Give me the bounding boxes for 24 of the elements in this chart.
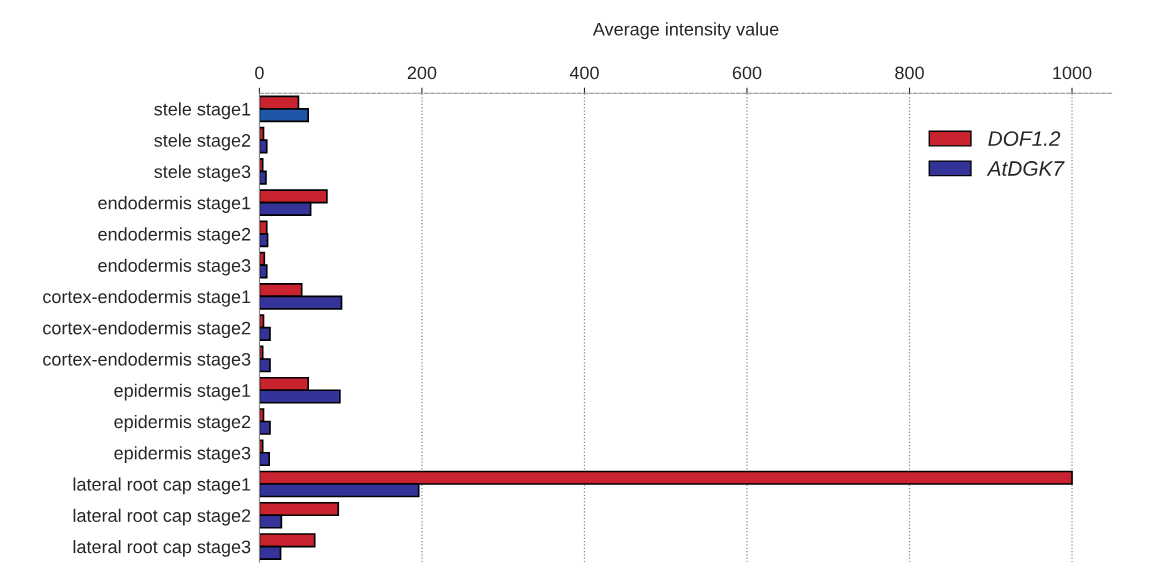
y-tick-label: endodermis stage3 [98, 258, 251, 276]
y-tick-label: cortex-endodermis stage1 [43, 289, 251, 307]
x-tick-label: 0 [255, 66, 264, 80]
y-tick-label: lateral root cap stage3 [73, 540, 251, 557]
x-axis-title: Average intensity value [592, 22, 779, 40]
x-tick-label: 400 [569, 66, 599, 80]
y-tick-label: endodermis stage1 [98, 196, 251, 213]
y-tick-label: epidermis stage3 [114, 446, 251, 464]
legend-label: AtDGK7 [986, 161, 1065, 176]
x-tick-label: 600 [732, 66, 762, 80]
y-tick-label: lateral root cap stage1 [73, 477, 251, 495]
x-tick-label: 1000 [1053, 66, 1092, 80]
y-tick-label: endodermis stage2 [98, 227, 251, 245]
y-tick-label: stele stage2 [154, 133, 251, 151]
y-tick-label: lateral root cap stage2 [73, 508, 251, 526]
x-tick-label: 200 [407, 66, 437, 80]
y-tick-label: cortex-endodermis stage2 [43, 321, 251, 338]
y-tick-label: stele stage1 [154, 102, 251, 120]
y-tick-label: epidermis stage2 [114, 414, 251, 432]
y-tick-label: stele stage3 [154, 164, 251, 182]
legend-label: DOF1.2 [988, 131, 1061, 147]
x-tick-label: 800 [895, 66, 924, 80]
y-tick-label: epidermis stage1 [114, 383, 251, 401]
y-tick-label: cortex-endodermis stage3 [43, 352, 251, 370]
